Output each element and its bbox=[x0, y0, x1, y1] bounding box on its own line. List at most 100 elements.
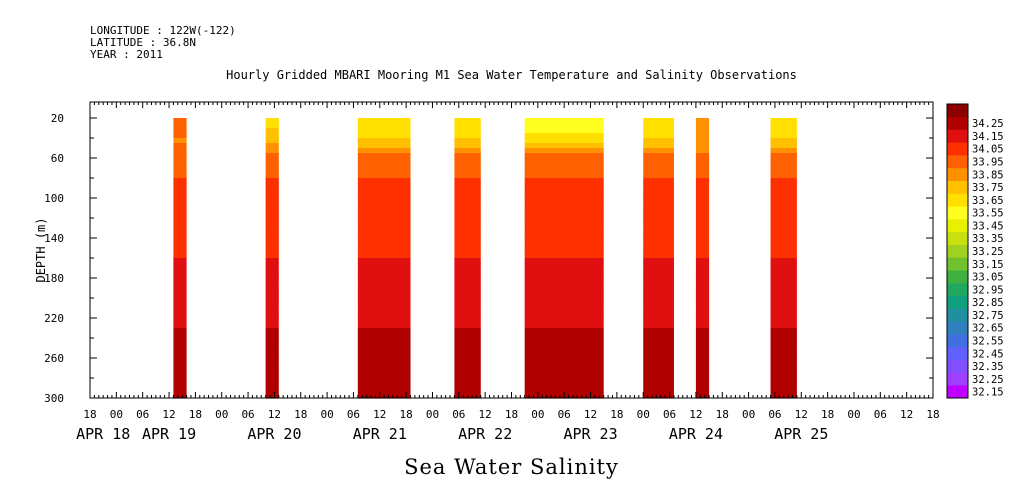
salinity-cell bbox=[265, 378, 279, 384]
salinity-cell bbox=[643, 328, 674, 334]
salinity-cell bbox=[173, 338, 187, 344]
salinity-cell bbox=[265, 178, 279, 184]
salinity-cell bbox=[695, 383, 710, 389]
salinity-cell bbox=[695, 133, 710, 139]
x-date-label: APR 19 bbox=[142, 425, 196, 443]
salinity-cell bbox=[695, 193, 710, 199]
salinity-cell bbox=[524, 148, 604, 154]
salinity-cell bbox=[695, 208, 710, 214]
colorbar-swatch bbox=[947, 282, 968, 297]
salinity-cell bbox=[524, 313, 604, 319]
salinity-cell bbox=[265, 348, 279, 354]
salinity-cell bbox=[265, 118, 279, 124]
salinity-cell bbox=[643, 248, 674, 254]
salinity-cell bbox=[770, 313, 797, 319]
x-hour-label: 12 bbox=[795, 408, 808, 421]
salinity-cell bbox=[454, 148, 481, 154]
salinity-cell bbox=[643, 118, 674, 124]
salinity-cell bbox=[695, 223, 710, 229]
salinity-cell bbox=[524, 388, 604, 394]
salinity-cell bbox=[770, 208, 797, 214]
x-hour-label: 18 bbox=[610, 408, 623, 421]
colorbar-swatch bbox=[947, 244, 968, 258]
x-hour-label: 18 bbox=[294, 408, 307, 421]
colorbar-label: 33.05 bbox=[972, 272, 1004, 284]
salinity-cell bbox=[643, 313, 674, 319]
colorbar-label: 33.35 bbox=[972, 233, 1004, 245]
colorbar-label: 33.95 bbox=[972, 157, 1004, 169]
salinity-cell bbox=[770, 118, 797, 124]
salinity-cell bbox=[173, 318, 187, 324]
x-hour-label: 12 bbox=[268, 408, 281, 421]
x-hour-label: 12 bbox=[584, 408, 597, 421]
salinity-cell bbox=[695, 253, 710, 259]
salinity-cell bbox=[173, 288, 187, 294]
salinity-cell bbox=[265, 383, 279, 389]
salinity-cell bbox=[173, 298, 187, 304]
salinity-cell bbox=[695, 298, 710, 304]
salinity-cell bbox=[524, 248, 604, 254]
salinity-cell bbox=[357, 353, 411, 359]
colorbar-label: 33.15 bbox=[972, 259, 1004, 271]
salinity-cell bbox=[643, 288, 674, 294]
salinity-cell bbox=[173, 343, 187, 349]
colorbar-label: 32.15 bbox=[972, 387, 1004, 399]
salinity-cell bbox=[454, 248, 481, 254]
salinity-cell bbox=[357, 303, 411, 309]
salinity-cell bbox=[643, 168, 674, 174]
salinity-cell bbox=[454, 333, 481, 339]
salinity-cell bbox=[454, 138, 481, 144]
salinity-cell bbox=[454, 118, 481, 124]
salinity-cell bbox=[357, 278, 411, 284]
salinity-cell bbox=[265, 298, 279, 304]
salinity-cell bbox=[454, 128, 481, 134]
salinity-cell bbox=[454, 338, 481, 344]
salinity-cell bbox=[265, 368, 279, 374]
salinity-cell bbox=[643, 238, 674, 244]
salinity-cell bbox=[770, 258, 797, 264]
colorbar-swatch bbox=[947, 359, 968, 373]
x-date-label: APR 18 bbox=[76, 425, 130, 443]
salinity-cell bbox=[454, 308, 481, 314]
salinity-cell bbox=[357, 273, 411, 279]
x-hour-label: 18 bbox=[926, 408, 939, 421]
salinity-cell bbox=[265, 313, 279, 319]
salinity-cell bbox=[173, 188, 187, 194]
salinity-cell bbox=[265, 358, 279, 364]
salinity-cell bbox=[695, 283, 710, 289]
salinity-cell bbox=[524, 253, 604, 259]
salinity-cell bbox=[524, 133, 604, 139]
salinity-cell bbox=[173, 268, 187, 274]
salinity-cell bbox=[265, 363, 279, 369]
salinity-cell bbox=[643, 378, 674, 384]
salinity-cell bbox=[454, 158, 481, 164]
colorbar-label: 32.85 bbox=[972, 297, 1004, 309]
x-hour-label: 18 bbox=[505, 408, 518, 421]
salinity-cell bbox=[695, 198, 710, 204]
salinity-cell bbox=[770, 343, 797, 349]
salinity-cell bbox=[454, 328, 481, 334]
salinity-cell bbox=[357, 333, 411, 339]
salinity-cell bbox=[524, 338, 604, 344]
salinity-cell bbox=[770, 173, 797, 179]
salinity-cell bbox=[524, 118, 604, 124]
salinity-cell bbox=[695, 143, 710, 149]
salinity-cell bbox=[454, 193, 481, 199]
salinity-cell bbox=[173, 293, 187, 299]
salinity-cell bbox=[454, 228, 481, 234]
salinity-cell bbox=[770, 133, 797, 139]
salinity-cell bbox=[524, 153, 604, 159]
salinity-cell bbox=[695, 288, 710, 294]
salinity-cell bbox=[770, 188, 797, 194]
colorbar-swatch bbox=[947, 180, 968, 194]
salinity-cell bbox=[265, 208, 279, 214]
colorbar-swatch bbox=[947, 104, 968, 118]
salinity-cell bbox=[695, 203, 710, 209]
salinity-cell bbox=[173, 223, 187, 229]
salinity-cell bbox=[173, 273, 187, 279]
salinity-cell bbox=[695, 323, 710, 329]
salinity-cell bbox=[524, 168, 604, 174]
salinity-cell bbox=[695, 393, 710, 399]
salinity-cell bbox=[357, 258, 411, 264]
